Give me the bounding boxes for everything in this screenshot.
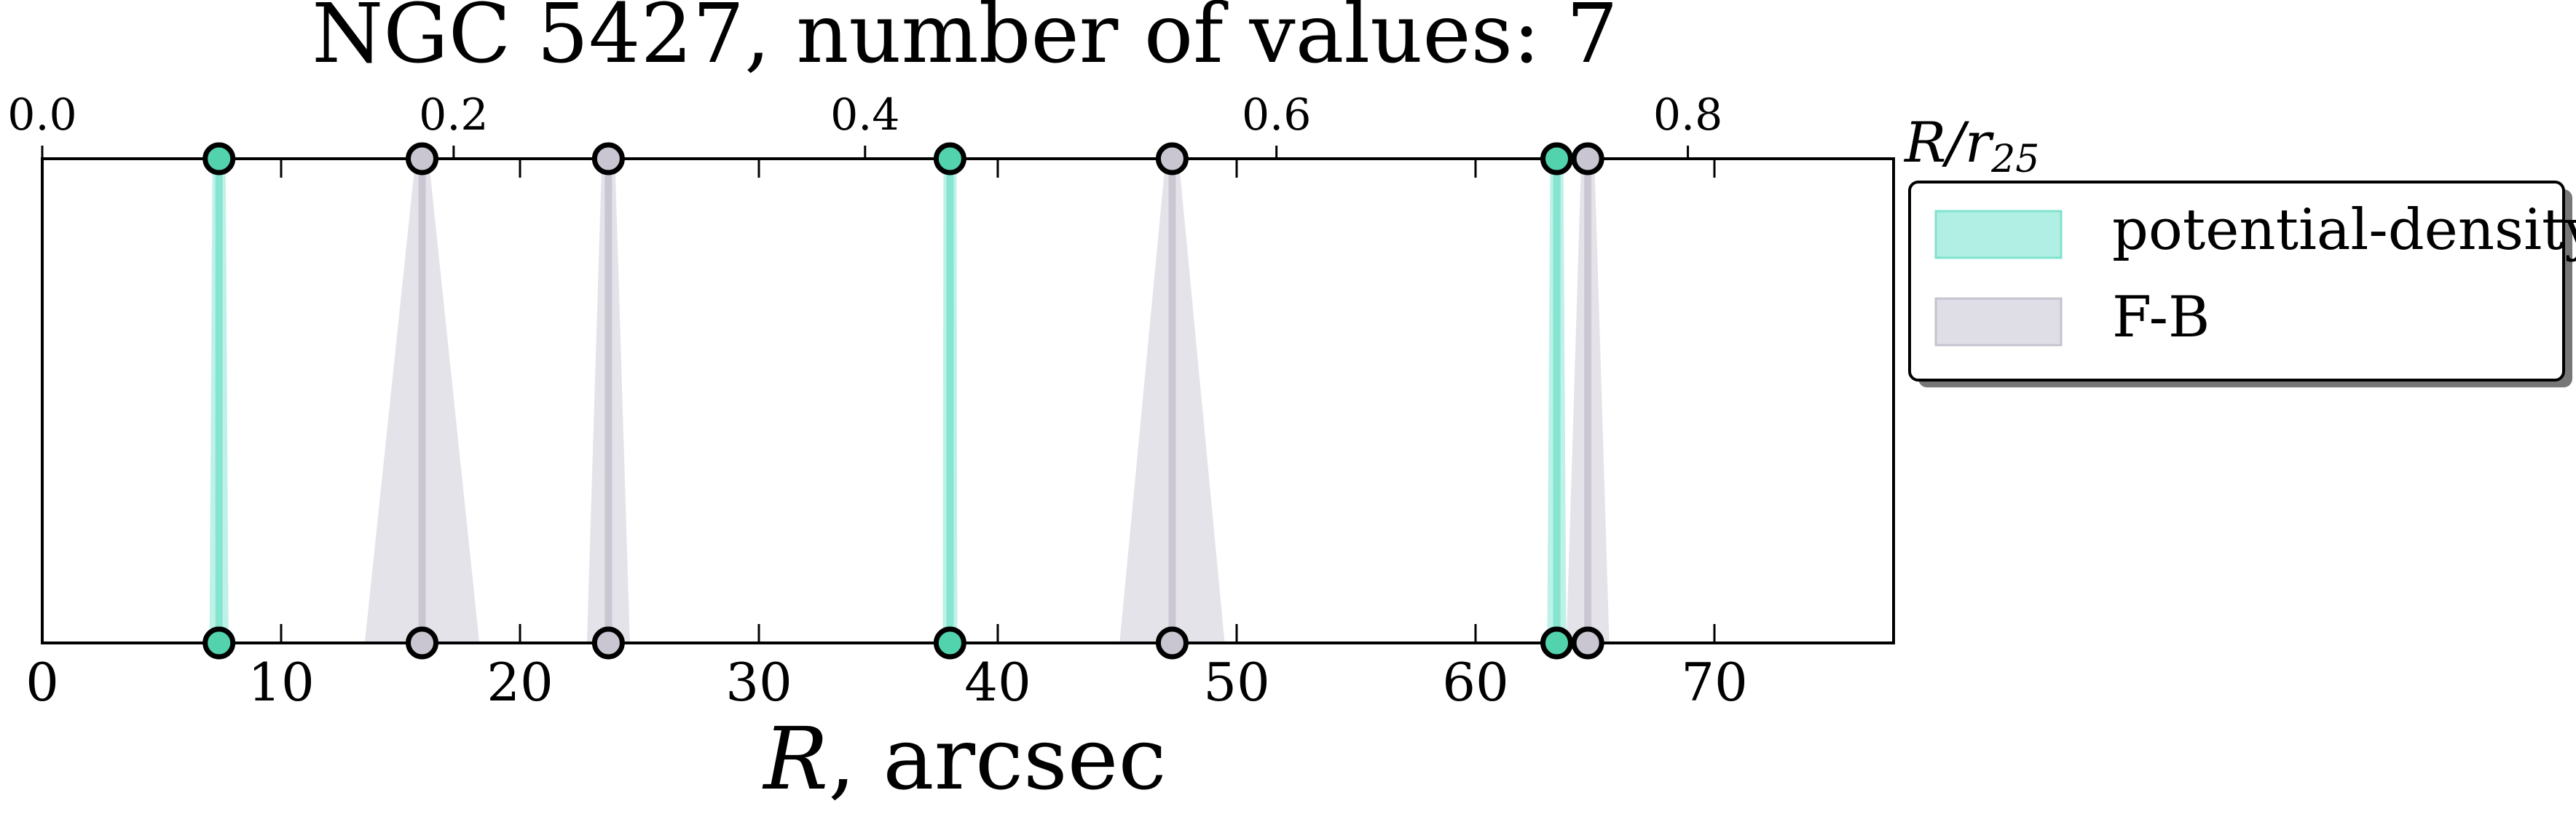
- legend-swatch-0: [1934, 210, 2063, 259]
- marker-0-1-bottom: [933, 626, 966, 660]
- legend: potential-density F-B: [1908, 181, 2576, 387]
- bottom-tick-labels: 0 10 20 30 40 50 60 70: [25, 652, 1748, 713]
- marker-0-0-bottom: [202, 626, 236, 660]
- markers-layer: [202, 142, 1604, 660]
- legend-box: [1908, 181, 2565, 382]
- x-axis-label: R, arcsec: [762, 708, 1166, 809]
- bottom-tick-label-5: 50: [1203, 652, 1270, 713]
- top-axis-label-base: R/r: [1903, 110, 1995, 175]
- bottom-tick-label-4: 40: [964, 652, 1031, 713]
- top-tick-label-3: 0.6: [1242, 90, 1311, 141]
- top-tick-labels: 0.0 0.2 0.4 0.6 0.8: [7, 90, 1722, 141]
- marker-1-2-top: [1155, 142, 1189, 175]
- marker-0-2-top: [1540, 142, 1574, 175]
- bands-layer: [209, 159, 1610, 643]
- bottom-tick-label-1: 10: [248, 652, 315, 713]
- plot-frame: [41, 157, 1895, 644]
- marker-1-3-bottom: [1571, 626, 1604, 660]
- top-axis-label: R/r25: [1903, 110, 2039, 181]
- bottom-tick-label-6: 60: [1442, 652, 1509, 713]
- bottom-tick-label-3: 30: [725, 652, 792, 713]
- marker-1-3-top: [1571, 142, 1604, 175]
- marker-1-1-bottom: [591, 626, 625, 660]
- legend-label-0: potential-density: [2112, 197, 2576, 263]
- ticks-layer: [41, 146, 1716, 643]
- marker-0-2-bottom: [1540, 626, 1574, 660]
- marker-1-1-top: [591, 142, 625, 175]
- legend-entries: potential-density F-B: [1934, 197, 2576, 350]
- top-tick-label-4: 0.8: [1653, 90, 1722, 141]
- marker-1-0-bottom: [406, 626, 439, 660]
- legend-label-1: F-B: [2112, 285, 2210, 350]
- bottom-tick-label-7: 70: [1681, 652, 1748, 713]
- legend-swatch-1: [1934, 297, 2063, 347]
- top-tick-label-1: 0.2: [419, 90, 488, 141]
- marker-1-2-bottom: [1155, 626, 1189, 660]
- top-axis-label-sub: 25: [1990, 138, 2039, 181]
- chart-title: NGC 5427, number of values: 7: [312, 0, 1618, 82]
- bottom-tick-label-2: 20: [487, 652, 554, 713]
- marker-0-0-top: [202, 142, 236, 175]
- top-tick-label-0: 0.0: [7, 90, 76, 141]
- top-tick-label-2: 0.4: [830, 90, 899, 141]
- marker-0-1-top: [933, 142, 966, 175]
- x-axis-label-main: R: [762, 708, 828, 809]
- bottom-tick-label-0: 0: [25, 652, 59, 713]
- x-axis-label-unit: , arcsec: [828, 708, 1166, 809]
- marker-1-0-top: [406, 142, 439, 175]
